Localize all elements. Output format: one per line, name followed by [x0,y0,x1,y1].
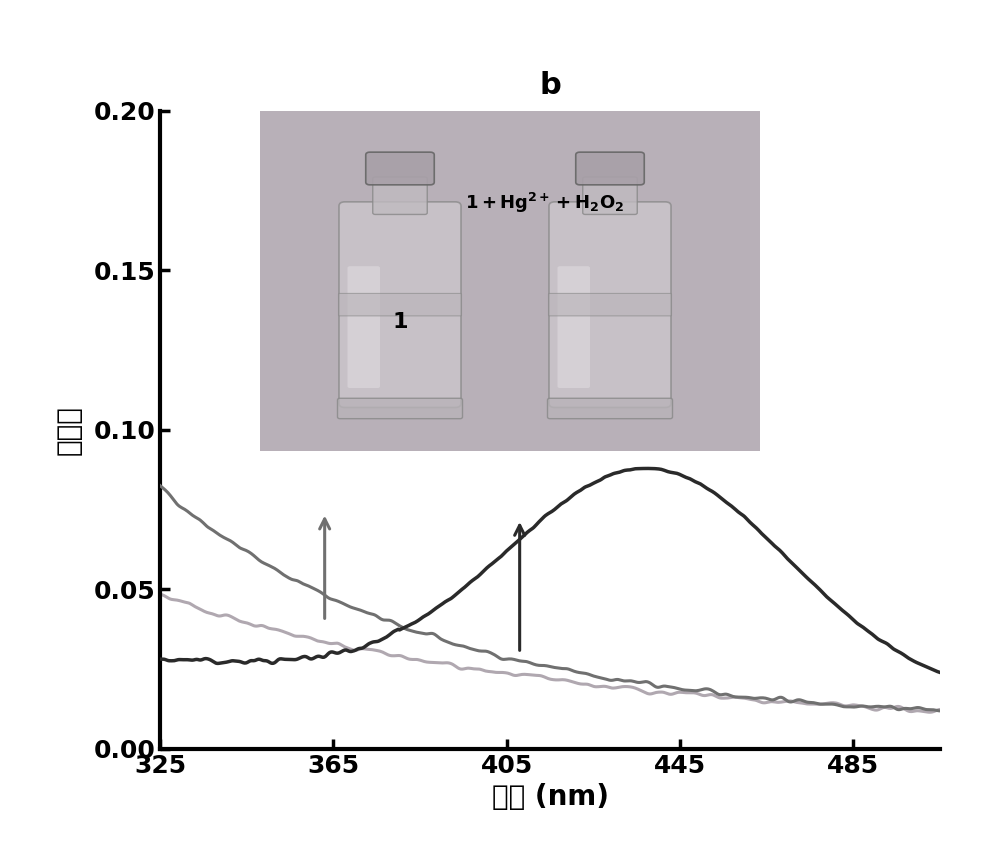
X-axis label: 波长 (nm): 波长 (nm) [492,783,608,811]
Y-axis label: 吸光度: 吸光度 [54,405,82,454]
FancyBboxPatch shape [338,398,462,419]
Text: $\mathbf{1+Hg^{2+}+H_2O_2}$: $\mathbf{1+Hg^{2+}+H_2O_2}$ [465,191,625,214]
FancyBboxPatch shape [549,202,671,408]
FancyBboxPatch shape [548,398,672,419]
FancyBboxPatch shape [583,177,637,214]
FancyBboxPatch shape [348,266,380,388]
FancyBboxPatch shape [339,202,461,408]
FancyBboxPatch shape [373,177,427,214]
FancyBboxPatch shape [366,152,434,185]
FancyBboxPatch shape [558,266,590,388]
FancyBboxPatch shape [548,294,672,316]
FancyBboxPatch shape [338,294,462,316]
Title: b: b [539,71,561,100]
FancyBboxPatch shape [576,152,644,185]
Text: 1: 1 [392,311,408,332]
FancyBboxPatch shape [260,111,760,451]
